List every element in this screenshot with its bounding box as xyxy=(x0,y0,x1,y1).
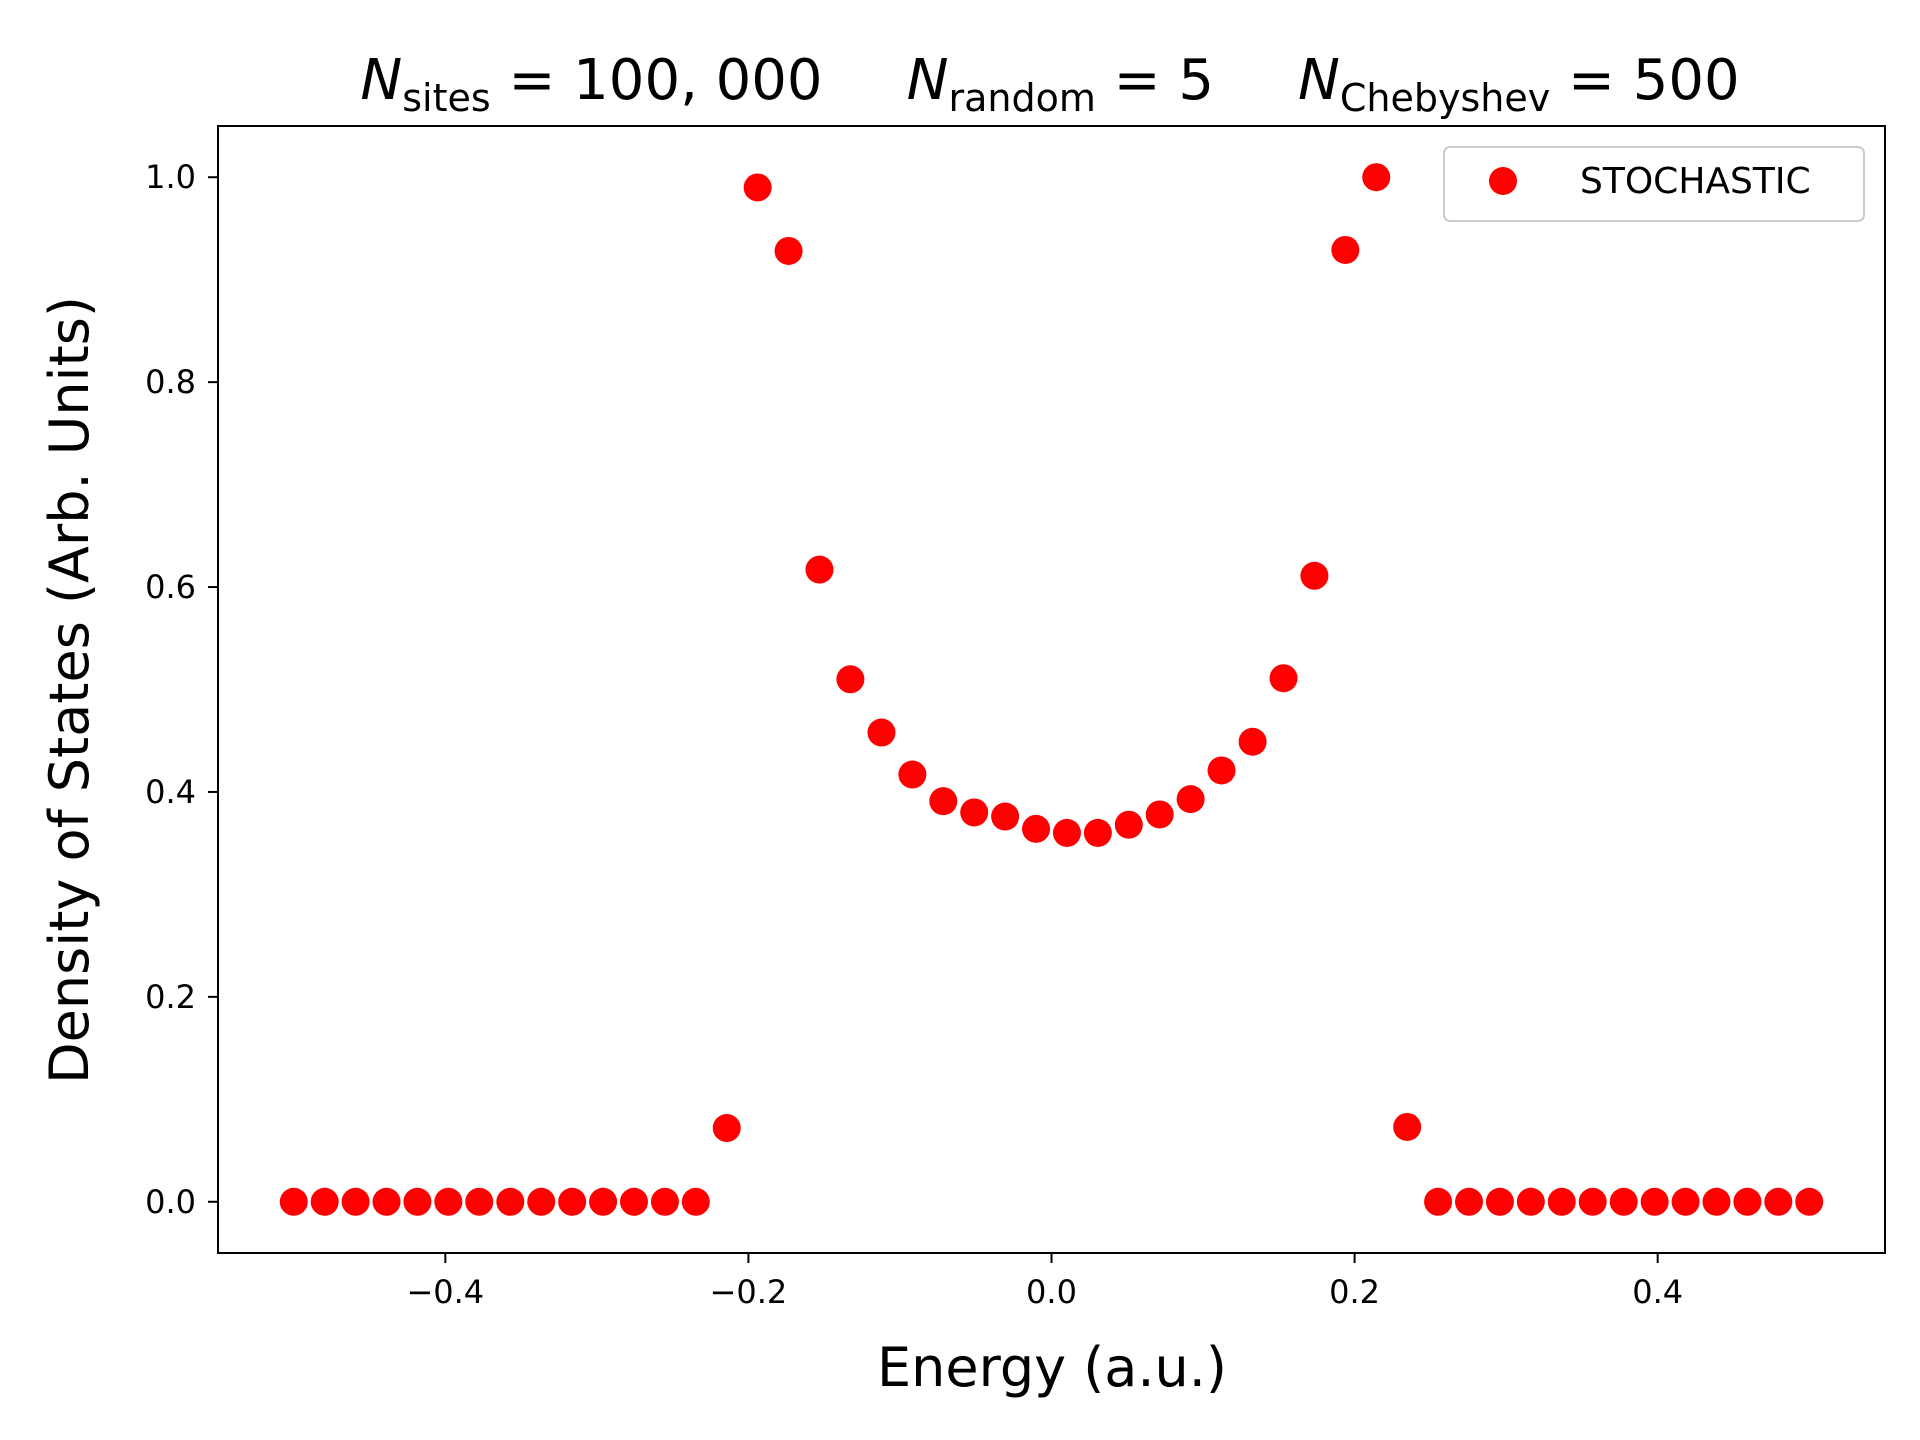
x-tick-label: 0.4 xyxy=(1632,1273,1683,1311)
data-point xyxy=(1362,163,1391,192)
title-value: = 500 xyxy=(1550,48,1739,113)
x-tick-label: −0.4 xyxy=(406,1273,484,1311)
data-point xyxy=(1300,561,1329,590)
data-point xyxy=(465,1187,494,1216)
plot-frame xyxy=(217,125,1886,1254)
title-subscript: random xyxy=(948,76,1095,120)
x-axis-label: Energy (a.u.) xyxy=(877,1336,1227,1399)
legend-marker xyxy=(1489,167,1517,195)
data-point xyxy=(1114,810,1143,839)
data-point xyxy=(1207,756,1236,785)
title-subscript: sites xyxy=(402,76,490,120)
x-tick-label: 0.0 xyxy=(1026,1273,1077,1311)
data-point xyxy=(898,760,927,789)
data-point xyxy=(1269,664,1298,693)
data-point xyxy=(1671,1187,1700,1216)
data-point xyxy=(1331,235,1360,264)
data-point xyxy=(589,1187,618,1216)
data-point xyxy=(527,1187,556,1216)
data-point xyxy=(1733,1187,1762,1216)
data-point xyxy=(1578,1187,1607,1216)
y-tick-label: 0.4 xyxy=(145,773,196,811)
data-point xyxy=(1485,1187,1514,1216)
data-point xyxy=(1238,727,1267,756)
legend-label: STOCHASTIC xyxy=(1580,161,1811,202)
x-tick-label: −0.2 xyxy=(710,1273,788,1311)
data-point xyxy=(619,1187,648,1216)
title-symbol: N xyxy=(823,48,949,113)
data-point xyxy=(650,1187,679,1216)
data-point xyxy=(960,798,989,827)
y-axis-label: Density of States (Arb. Units) xyxy=(38,296,101,1084)
data-point xyxy=(1609,1187,1638,1216)
y-axis-ticks: 0.0 0.2 0.4 0.6 0.8 1.0 xyxy=(145,158,218,1221)
data-point xyxy=(279,1187,308,1216)
data-point xyxy=(1702,1187,1731,1216)
data-point xyxy=(434,1187,463,1216)
data-point xyxy=(1547,1187,1576,1216)
data-point xyxy=(403,1187,432,1216)
legend-box xyxy=(1443,146,1865,222)
data-point xyxy=(681,1187,710,1216)
legend: STOCHASTIC xyxy=(1443,146,1865,222)
title-value: = 5 xyxy=(1096,48,1214,113)
data-point xyxy=(991,802,1020,831)
data-point xyxy=(836,665,865,694)
data-point xyxy=(929,787,958,816)
data-point xyxy=(496,1187,525,1216)
data-point xyxy=(1795,1187,1824,1216)
x-tick-label: 0.2 xyxy=(1329,1273,1380,1311)
data-point xyxy=(1424,1187,1453,1216)
data-point xyxy=(341,1187,370,1216)
data-point xyxy=(372,1187,401,1216)
data-point xyxy=(1393,1112,1422,1141)
data-point xyxy=(1455,1187,1484,1216)
title-symbol: N xyxy=(360,48,402,113)
data-points xyxy=(279,163,1824,1216)
y-tick-label: 0.0 xyxy=(145,1183,196,1221)
data-point xyxy=(1083,818,1112,847)
data-point xyxy=(1640,1187,1669,1216)
y-tick-label: 1.0 xyxy=(145,158,196,196)
chart-title: Nsites = 100, 000 Nrandom = 5 NChebyshev… xyxy=(360,48,1739,120)
data-point xyxy=(743,173,772,202)
y-tick-label: 0.8 xyxy=(145,363,196,401)
x-axis-ticks: −0.4 −0.2 0.0 0.2 0.4 xyxy=(406,1253,1683,1311)
data-point xyxy=(867,718,896,747)
data-point xyxy=(1176,785,1205,814)
title-symbol: N xyxy=(1214,48,1340,113)
data-point xyxy=(558,1187,587,1216)
data-point xyxy=(1516,1187,1545,1216)
data-point xyxy=(805,555,834,584)
title-subscript: Chebyshev xyxy=(1340,76,1550,120)
data-point xyxy=(1022,814,1051,843)
title-value: = 100, 000 xyxy=(491,48,823,113)
data-point xyxy=(1052,818,1081,847)
data-point xyxy=(1145,800,1174,829)
data-point xyxy=(774,236,803,265)
data-point xyxy=(1764,1187,1793,1216)
y-tick-label: 0.2 xyxy=(145,978,196,1016)
data-point xyxy=(712,1114,741,1143)
data-point xyxy=(310,1187,339,1216)
y-tick-label: 0.6 xyxy=(145,568,196,606)
